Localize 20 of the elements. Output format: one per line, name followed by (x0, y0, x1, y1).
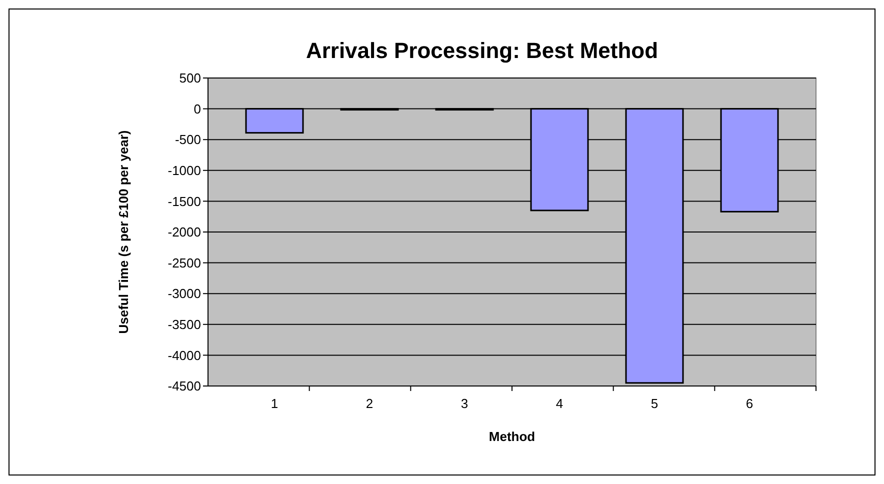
y-tick-label: -3000 (168, 286, 201, 302)
y-tick-label: -2000 (168, 224, 201, 240)
x-tick-label: 5 (650, 396, 658, 411)
y-tick-label: -4000 (168, 348, 201, 363)
x-tick-label: 4 (556, 396, 564, 411)
y-tick-label: 0 (194, 101, 201, 116)
y-tick-label: -4500 (168, 378, 201, 394)
chart-title: Arrivals Processing: Best Method (306, 38, 658, 63)
y-tick-label: -500 (174, 132, 201, 148)
x-axis-title: Method (488, 429, 536, 444)
x-tick-label: 2 (366, 396, 374, 411)
y-tick-label: -2500 (168, 255, 201, 270)
y-axis-title: Useful Time (s per £100 per year) (116, 130, 131, 334)
x-tick-label: 3 (460, 396, 468, 411)
x-tick-label: 1 (270, 396, 278, 411)
y-tick-label: -3500 (168, 316, 201, 332)
y-tick-label: -1000 (168, 162, 201, 178)
y-tick-label: 500 (179, 70, 201, 86)
y-tick-label: -1500 (168, 194, 201, 209)
x-tick-label: 6 (746, 396, 754, 411)
